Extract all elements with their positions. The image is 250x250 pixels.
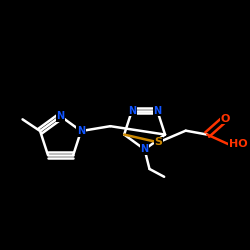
- Text: N: N: [153, 106, 161, 116]
- Text: N: N: [56, 111, 65, 121]
- Text: S: S: [154, 138, 162, 147]
- Text: N: N: [128, 106, 136, 116]
- Text: N: N: [140, 144, 149, 154]
- Text: O: O: [220, 114, 230, 124]
- Text: N: N: [77, 126, 85, 136]
- Text: HO: HO: [229, 139, 247, 149]
